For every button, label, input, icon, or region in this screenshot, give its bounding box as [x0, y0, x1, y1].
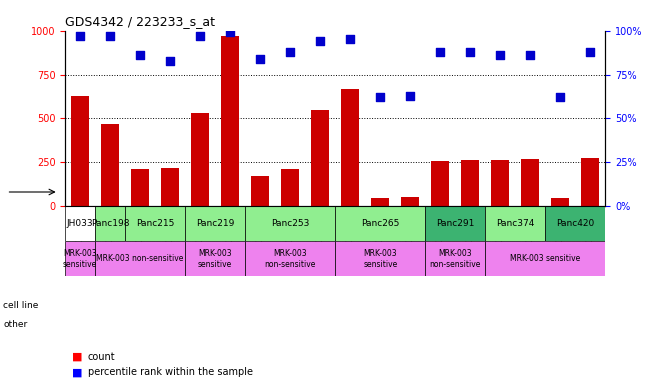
Point	[255, 56, 266, 62]
Point	[525, 52, 536, 58]
Point	[315, 38, 326, 44]
Text: other: other	[3, 320, 27, 329]
FancyBboxPatch shape	[245, 242, 335, 276]
Text: MRK-003
sensitive: MRK-003 sensitive	[63, 249, 97, 269]
Text: Panc420: Panc420	[557, 219, 594, 228]
Text: Panc215: Panc215	[136, 219, 174, 228]
Bar	[101, 124, 119, 206]
Bar	[281, 169, 299, 206]
Text: Panc291: Panc291	[436, 219, 475, 228]
Text: MRK-003
non-sensitive: MRK-003 non-sensitive	[430, 249, 481, 269]
Point	[105, 33, 115, 39]
FancyBboxPatch shape	[335, 206, 425, 242]
Text: GDS4342 / 223233_s_at: GDS4342 / 223233_s_at	[65, 15, 215, 28]
FancyBboxPatch shape	[185, 206, 245, 242]
Point	[225, 30, 236, 36]
Text: Panc219: Panc219	[196, 219, 234, 228]
Point	[195, 33, 206, 39]
Point	[375, 94, 385, 101]
Point	[75, 33, 85, 39]
Text: count: count	[88, 352, 115, 362]
Bar	[251, 175, 270, 206]
FancyBboxPatch shape	[95, 206, 125, 242]
Point	[555, 94, 566, 101]
Text: Panc198: Panc198	[91, 219, 130, 228]
Bar	[432, 161, 449, 206]
Text: MRK-003 non-sensitive: MRK-003 non-sensitive	[96, 255, 184, 263]
Bar	[462, 160, 479, 206]
FancyBboxPatch shape	[95, 242, 185, 276]
Text: MRK-003
sensitive: MRK-003 sensitive	[363, 249, 397, 269]
Point	[285, 49, 296, 55]
Text: percentile rank within the sample: percentile rank within the sample	[88, 367, 253, 377]
Point	[405, 93, 415, 99]
Text: MRK-003
sensitive: MRK-003 sensitive	[198, 249, 232, 269]
Bar	[221, 36, 239, 206]
Bar	[492, 160, 509, 206]
Text: JH033: JH033	[67, 219, 94, 228]
Text: Panc253: Panc253	[271, 219, 309, 228]
Bar	[341, 89, 359, 206]
Text: ■: ■	[72, 352, 82, 362]
Text: Panc374: Panc374	[496, 219, 534, 228]
FancyBboxPatch shape	[335, 242, 425, 276]
Point	[585, 49, 596, 55]
Bar	[401, 197, 419, 206]
Bar	[161, 168, 179, 206]
Text: Panc265: Panc265	[361, 219, 400, 228]
Bar	[551, 199, 570, 206]
FancyBboxPatch shape	[486, 242, 605, 276]
Point	[345, 36, 355, 43]
FancyBboxPatch shape	[486, 206, 546, 242]
FancyBboxPatch shape	[65, 206, 95, 242]
FancyBboxPatch shape	[245, 206, 335, 242]
Bar	[581, 158, 600, 206]
Text: MRK-003
non-sensitive: MRK-003 non-sensitive	[264, 249, 316, 269]
Bar	[131, 169, 149, 206]
Point	[465, 49, 475, 55]
FancyBboxPatch shape	[425, 206, 486, 242]
Bar	[191, 113, 209, 206]
FancyBboxPatch shape	[425, 242, 486, 276]
FancyBboxPatch shape	[65, 242, 95, 276]
Text: MRK-003 sensitive: MRK-003 sensitive	[510, 255, 581, 263]
Point	[435, 49, 445, 55]
Bar	[521, 159, 540, 206]
FancyBboxPatch shape	[185, 242, 245, 276]
Text: ■: ■	[72, 367, 82, 377]
Point	[495, 52, 506, 58]
Bar	[71, 96, 89, 206]
FancyBboxPatch shape	[546, 206, 605, 242]
Point	[165, 58, 175, 64]
Text: cell line: cell line	[3, 301, 38, 310]
FancyBboxPatch shape	[125, 206, 185, 242]
Bar	[371, 199, 389, 206]
Point	[135, 52, 145, 58]
Bar	[311, 110, 329, 206]
